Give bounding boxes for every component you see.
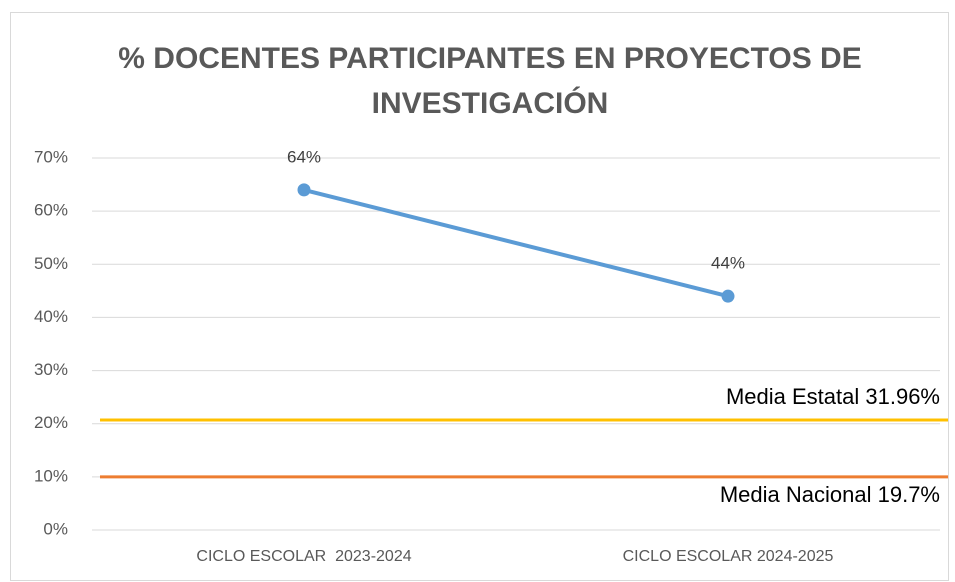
- data-line: [303, 187, 729, 299]
- annotation: Media Estatal 31.96%: [726, 384, 940, 409]
- x-tick-label: CICLO ESCOLAR 2023-2024: [196, 548, 411, 565]
- y-tick-label: 50%: [34, 254, 68, 273]
- data-point: [721, 289, 735, 303]
- chart-title: % DOCENTES PARTICIPANTES EN PROYECTOS DE: [118, 42, 861, 75]
- y-tick-label: 0%: [43, 519, 68, 538]
- chart-border: [10, 12, 949, 581]
- chart-title: INVESTIGACIÓN: [372, 86, 609, 120]
- y-tick-label: 30%: [34, 360, 68, 379]
- data-label: 64%: [287, 147, 321, 166]
- annotation: Media Nacional 19.7%: [720, 482, 940, 507]
- data-label: 44%: [711, 254, 745, 273]
- y-tick-label: 20%: [34, 413, 68, 432]
- y-tick-label: 40%: [34, 307, 68, 326]
- y-tick-label: 10%: [34, 466, 68, 485]
- data-point: [297, 183, 311, 197]
- y-tick-label: 60%: [34, 201, 68, 220]
- x-tick-label: CICLO ESCOLAR 2024-2025: [623, 548, 834, 565]
- y-tick-label: 70%: [34, 147, 68, 166]
